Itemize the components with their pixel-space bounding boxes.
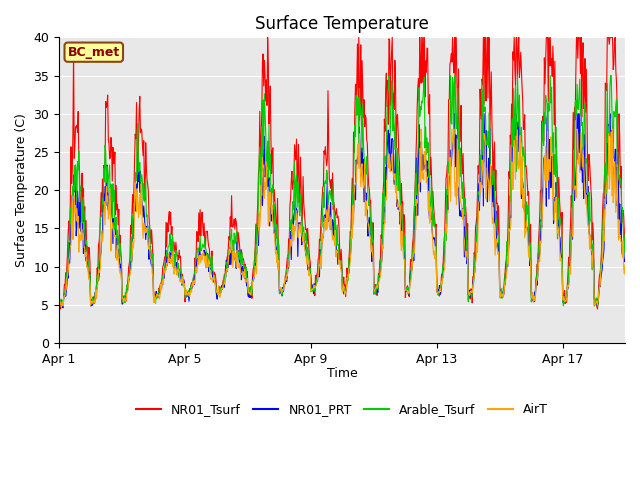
NR01_PRT xyxy=(188,285,196,290)
NR01_Tsurf xyxy=(513,35,521,40)
NR01_Tsurf xyxy=(292,156,300,162)
Arable_Tsurf xyxy=(385,72,393,78)
NR01_PRT xyxy=(261,174,269,180)
NR01_PRT xyxy=(513,163,521,168)
NR01_Tsurf xyxy=(376,255,384,261)
NR01_PRT xyxy=(291,198,299,204)
NR01_PRT xyxy=(55,305,63,311)
AirT xyxy=(376,272,384,278)
Arable_Tsurf xyxy=(513,125,521,131)
AirT xyxy=(621,262,629,268)
NR01_Tsurf xyxy=(261,72,269,78)
AirT xyxy=(189,279,196,285)
Legend: NR01_Tsurf, NR01_PRT, Arable_Tsurf, AirT: NR01_Tsurf, NR01_PRT, Arable_Tsurf, AirT xyxy=(131,398,553,421)
AirT xyxy=(292,220,300,226)
Y-axis label: Surface Temperature (C): Surface Temperature (C) xyxy=(15,113,28,267)
Text: BC_met: BC_met xyxy=(68,46,120,59)
NR01_Tsurf xyxy=(594,306,602,312)
NR01_Tsurf xyxy=(264,35,271,40)
NR01_Tsurf xyxy=(55,299,63,305)
Arable_Tsurf xyxy=(621,232,629,238)
NR01_PRT xyxy=(376,273,383,279)
Line: AirT: AirT xyxy=(59,129,625,307)
NR01_Tsurf xyxy=(621,246,629,252)
X-axis label: Time: Time xyxy=(326,367,358,380)
Arable_Tsurf xyxy=(55,298,63,304)
Line: NR01_Tsurf: NR01_Tsurf xyxy=(59,37,625,309)
NR01_PRT xyxy=(621,257,629,263)
AirT xyxy=(417,126,425,132)
Arable_Tsurf xyxy=(376,270,383,276)
Arable_Tsurf xyxy=(291,217,299,223)
AirT xyxy=(514,127,522,133)
AirT xyxy=(76,233,84,239)
Arable_Tsurf xyxy=(76,187,83,192)
AirT xyxy=(57,304,65,310)
Title: Surface Temperature: Surface Temperature xyxy=(255,15,429,33)
Line: Arable_Tsurf: Arable_Tsurf xyxy=(59,75,625,306)
Arable_Tsurf xyxy=(594,303,602,309)
AirT xyxy=(262,187,269,192)
AirT xyxy=(55,301,63,307)
NR01_Tsurf xyxy=(76,167,83,172)
Arable_Tsurf xyxy=(261,110,269,116)
Arable_Tsurf xyxy=(188,281,196,287)
NR01_PRT xyxy=(451,111,458,117)
Line: NR01_PRT: NR01_PRT xyxy=(59,114,625,308)
NR01_Tsurf xyxy=(188,281,196,287)
NR01_PRT xyxy=(76,217,83,223)
